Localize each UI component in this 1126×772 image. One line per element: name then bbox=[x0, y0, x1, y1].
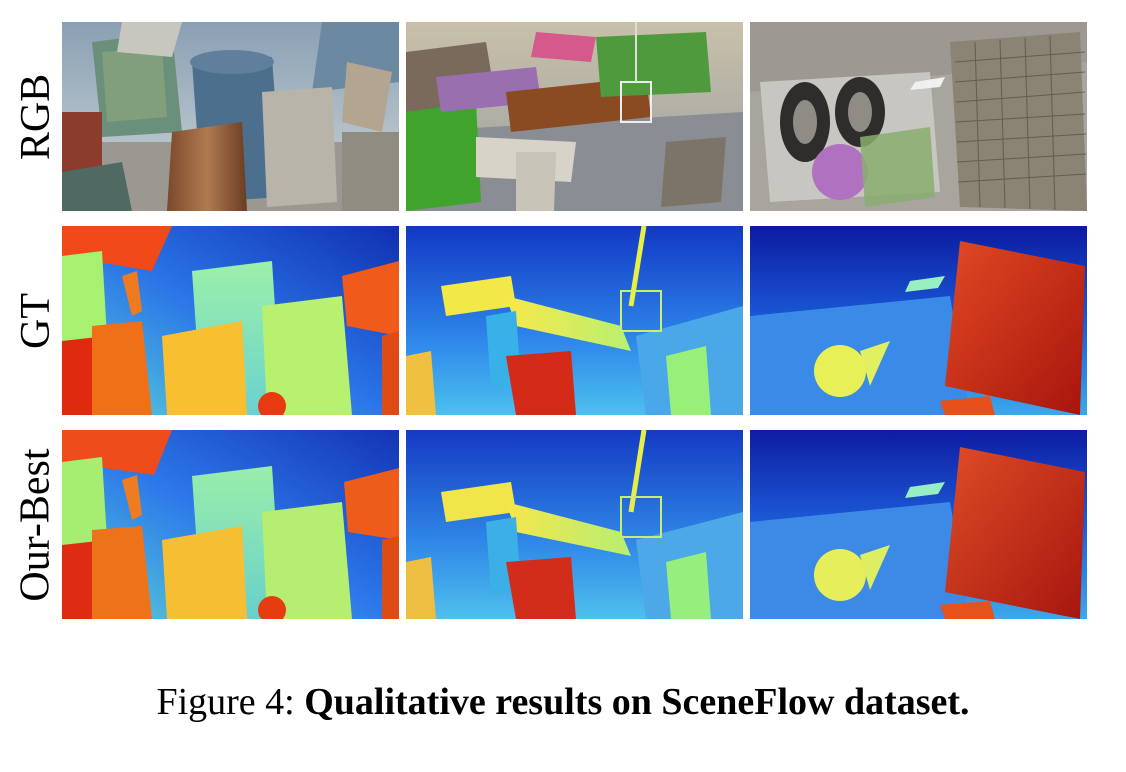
row-label-rgb: RGB bbox=[13, 73, 60, 161]
pred-depth-3 bbox=[750, 430, 1087, 619]
gt-depth-1-graphic bbox=[62, 226, 399, 415]
gt-depth-3-graphic bbox=[750, 226, 1087, 415]
rgb-image-2 bbox=[406, 22, 743, 211]
pred-depth-1-graphic bbox=[62, 430, 399, 619]
row-label-our-best: Our-Best bbox=[13, 448, 60, 602]
pred-depth-2 bbox=[406, 430, 743, 619]
pred-depth-3-graphic bbox=[750, 430, 1087, 619]
rgb-scene-3-graphic bbox=[750, 22, 1087, 211]
row-label-gt: GT bbox=[13, 293, 59, 349]
gt-depth-3 bbox=[750, 226, 1087, 415]
caption-title: Qualitative results on SceneFlow dataset… bbox=[304, 681, 970, 723]
rgb-image-3 bbox=[750, 22, 1087, 211]
gt-depth-2-graphic bbox=[406, 226, 743, 415]
pred-depth-1 bbox=[62, 430, 399, 619]
pred-depth-2-graphic bbox=[406, 430, 743, 619]
figure-caption: Figure 4: Qualitative results on SceneFl… bbox=[0, 680, 1126, 726]
rgb-scene-2-graphic bbox=[406, 22, 743, 211]
caption-prefix: Figure 4: bbox=[156, 681, 295, 723]
gt-depth-1 bbox=[62, 226, 399, 415]
gt-depth-2 bbox=[406, 226, 743, 415]
rgb-image-1 bbox=[62, 22, 399, 211]
rgb-scene-1-graphic bbox=[62, 22, 399, 211]
